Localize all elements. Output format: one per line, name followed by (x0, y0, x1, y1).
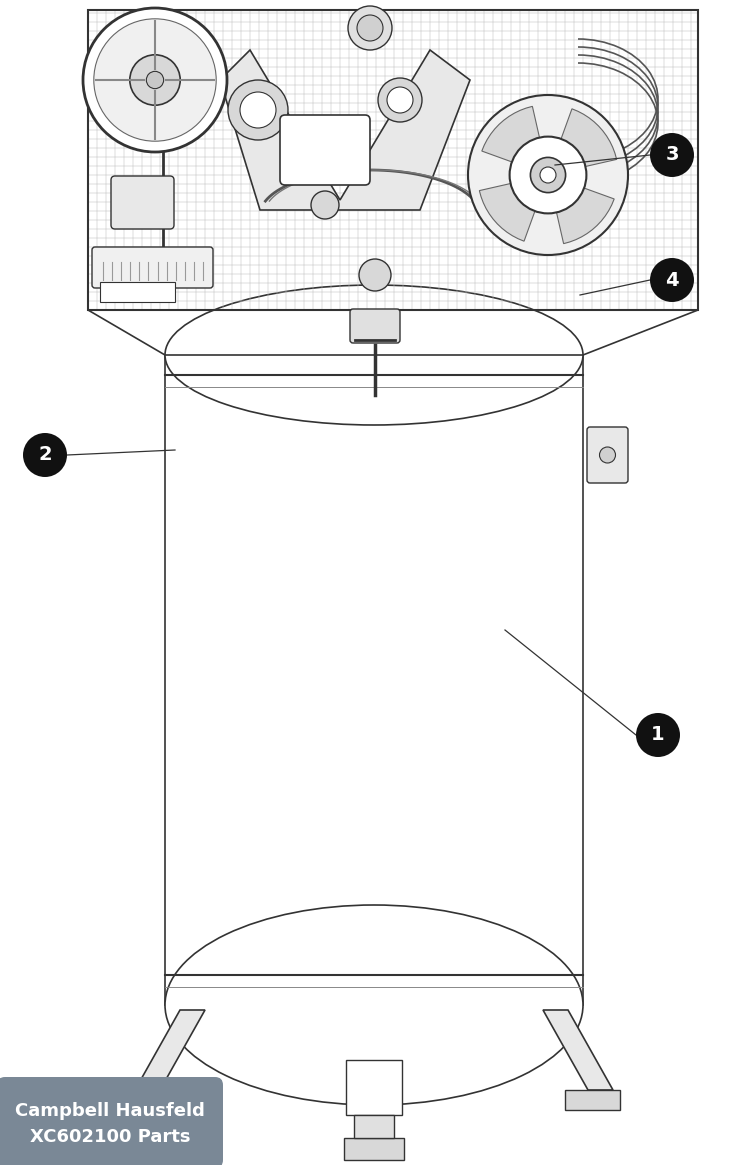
Circle shape (240, 92, 276, 128)
Circle shape (650, 133, 694, 177)
Circle shape (378, 78, 422, 122)
Circle shape (540, 167, 556, 183)
Bar (565, 1090, 620, 1110)
Polygon shape (220, 50, 470, 210)
Circle shape (636, 713, 680, 757)
FancyBboxPatch shape (587, 428, 628, 483)
FancyBboxPatch shape (92, 247, 213, 288)
Circle shape (359, 259, 391, 291)
FancyBboxPatch shape (0, 1076, 223, 1165)
FancyBboxPatch shape (111, 176, 174, 230)
Bar (354, 1115, 394, 1138)
Polygon shape (479, 183, 536, 241)
Circle shape (599, 447, 616, 463)
Bar (165, 355, 583, 1005)
Polygon shape (543, 1010, 613, 1090)
Circle shape (357, 15, 383, 41)
Circle shape (23, 433, 67, 476)
Bar (346, 1060, 402, 1115)
Circle shape (94, 19, 216, 141)
Ellipse shape (165, 285, 583, 425)
Text: 2: 2 (38, 445, 52, 465)
Circle shape (83, 8, 227, 151)
Circle shape (650, 257, 694, 302)
Text: 3: 3 (665, 146, 679, 164)
Polygon shape (135, 1010, 205, 1090)
Bar (344, 1138, 404, 1160)
Circle shape (509, 136, 586, 213)
Circle shape (468, 96, 628, 255)
FancyBboxPatch shape (280, 115, 370, 185)
Bar (127, 1090, 182, 1110)
Text: 1: 1 (651, 726, 665, 744)
Bar (88, 10, 698, 310)
Circle shape (311, 191, 339, 219)
Polygon shape (556, 188, 614, 243)
Polygon shape (482, 106, 540, 163)
Circle shape (530, 157, 565, 192)
Circle shape (228, 80, 288, 140)
Circle shape (146, 71, 163, 89)
Text: XC602100 Parts: XC602100 Parts (30, 1129, 190, 1146)
Circle shape (348, 6, 392, 50)
Circle shape (130, 55, 181, 105)
Ellipse shape (165, 905, 583, 1104)
Bar (100, 282, 175, 302)
FancyBboxPatch shape (350, 309, 400, 343)
Text: Campbell Hausfeld: Campbell Hausfeld (15, 1102, 205, 1121)
Circle shape (387, 87, 413, 113)
Polygon shape (560, 108, 616, 167)
Text: 4: 4 (665, 270, 679, 289)
